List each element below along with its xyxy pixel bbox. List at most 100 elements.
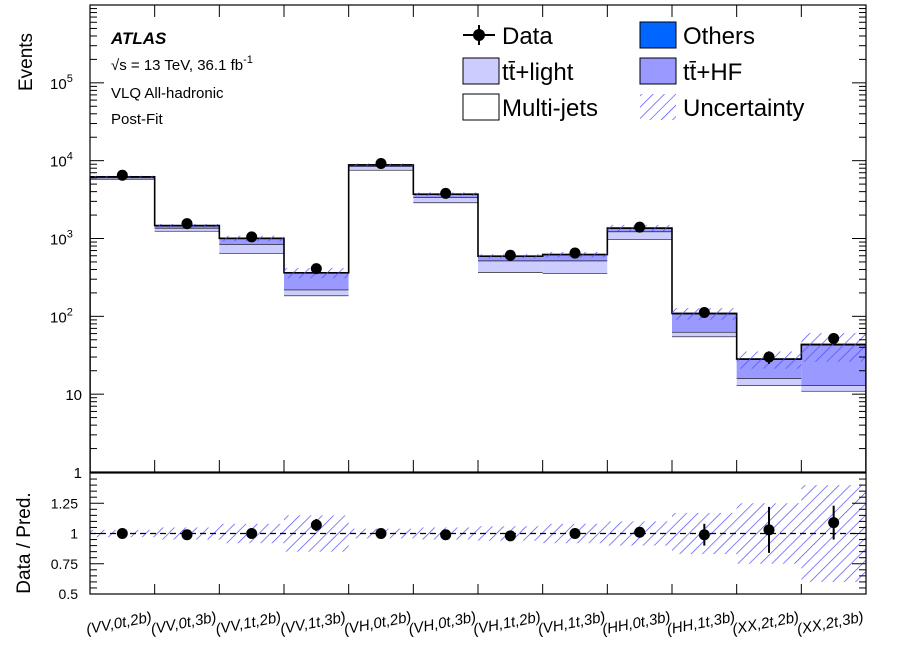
- legend-uncertainty-swatch: [640, 94, 676, 120]
- ratio-data-points: [116, 505, 840, 553]
- ratio-y-tick-label: 1.25: [51, 495, 78, 511]
- data-point-11: [828, 332, 840, 344]
- main-y-tick-label: 10: [65, 387, 82, 404]
- data-point-9: [698, 307, 710, 319]
- atlas-label: ATLAS: [110, 29, 167, 48]
- bar-tt-light-5: [413, 197, 478, 203]
- ratio-y-ticks: 0.5 0.75 1 1.25: [51, 472, 866, 602]
- x-tick-label: (HH,0t,3b): [601, 608, 672, 638]
- ratio-point-2: [246, 528, 258, 539]
- ratio-point-1: [181, 529, 193, 541]
- bar-multi-jets-4: [348, 169, 414, 472]
- main-y-tick-label-base: 10: [50, 309, 67, 326]
- x-tick-label: (VH,0t,3b): [407, 609, 477, 639]
- main-y-tick-label-base: 10: [50, 76, 67, 93]
- atlas-annotation: ATLAS √s = 13 TeV, 36.1 fb-1 VLQ All-had…: [110, 29, 253, 128]
- x-tick-labels: (VV,0t,2b)(VV,0t,3b)(VV,1t,2b)(VV,1t,3b)…: [85, 608, 865, 638]
- data-point-6: [504, 249, 516, 261]
- legend-ttlight-label: tt̄+light: [502, 59, 574, 86]
- ratio-point-8: [634, 526, 646, 538]
- legend-uncertainty-label: Uncertainty: [683, 95, 804, 122]
- data-point-7: [569, 247, 581, 259]
- bar-tt-light-8: [607, 231, 672, 240]
- data-point-0: [116, 169, 128, 181]
- bar-multi-jets-10: [736, 385, 802, 472]
- legend-item-data: Data: [463, 23, 553, 50]
- main-y-tick-label-base: 1: [74, 465, 82, 482]
- energy-sup: -1: [243, 54, 253, 66]
- bar-multi-jets-3: [284, 295, 349, 472]
- main-y-tick-label-base: 10: [50, 232, 67, 249]
- ratio-point-9: [698, 529, 710, 541]
- x-tick-label: (VV,0t,2b): [85, 609, 153, 638]
- main-bars: [90, 164, 866, 472]
- data-point-8: [634, 221, 646, 233]
- x-tick-label: (XX,2t,2b): [731, 609, 801, 639]
- x-tick-label: (VV,1t,3b): [279, 609, 347, 638]
- main-y-tick-label-base: 10: [50, 154, 67, 171]
- bar-tt-light-3: [284, 289, 349, 296]
- main-y-tick-label-base: 10: [65, 387, 82, 404]
- data-point-4: [375, 157, 387, 169]
- bar-multi-jets-11: [801, 390, 866, 472]
- data-point-1: [181, 218, 193, 230]
- analysis-label: VLQ All-hadronic: [111, 85, 224, 102]
- legend-tthf-swatch: [639, 57, 677, 85]
- main-y-tick-label: 103: [50, 229, 73, 249]
- bar-multi-jets-0: [90, 179, 155, 472]
- x-tick-label: (VV,0t,3b): [149, 609, 217, 638]
- energy-text: √s = 13 TeV, 36.1 fb: [111, 57, 243, 74]
- main-y-axis-label: Events: [16, 33, 37, 91]
- legend-item-uncertainty: Uncertainty: [640, 94, 804, 122]
- main-y-tick-label-exp: 2: [67, 306, 73, 318]
- main-y-tick-label: 104: [50, 151, 73, 171]
- ratio-point-10: [763, 524, 775, 536]
- energy-label: √s = 13 TeV, 36.1 fb-1: [111, 54, 253, 74]
- ratio-point-7: [569, 528, 581, 539]
- x-ticks: [89, 5, 867, 594]
- ratio-point-0: [116, 528, 128, 539]
- bar-multi-jets-6: [478, 272, 543, 472]
- legend-ttlight-swatch: [462, 57, 500, 85]
- main-data-points: [116, 157, 840, 364]
- bar-multi-jets-2: [219, 253, 284, 472]
- main-y-tick-label-exp: 3: [67, 229, 73, 241]
- bar-tt-light-10: [736, 378, 802, 386]
- bar-multi-jets-5: [413, 202, 478, 472]
- x-tick-label: (VH,0t,2b): [342, 609, 412, 639]
- legend-tthf-label: tt̄+HF: [683, 59, 742, 86]
- data-point-3: [310, 263, 322, 275]
- data-point-2: [246, 231, 258, 243]
- ratio-point-3: [310, 519, 322, 531]
- bar-tt-light-7: [542, 260, 608, 274]
- ratio-point-6: [504, 530, 516, 542]
- legend-data-marker: [473, 29, 485, 41]
- bar-tt-light-2: [219, 243, 284, 254]
- data-point-5: [440, 187, 452, 199]
- ratio-y-axis-label: Data / Pred.: [14, 492, 35, 593]
- bar-multi-jets-1: [154, 230, 220, 472]
- legend-item-others: Others: [639, 21, 755, 50]
- bar-multi-jets-7: [542, 273, 608, 472]
- legend-item-tthf: tt̄+HF: [639, 57, 742, 86]
- ratio-y-tick-label: 0.5: [59, 586, 79, 602]
- ratio-point-4: [375, 528, 387, 539]
- legend-multijets-label: Multi-jets: [502, 95, 598, 122]
- main-y-tick-label: 105: [50, 73, 73, 93]
- x-tick-label: (VH,1t,2b): [472, 609, 542, 639]
- main-y-tick-label: 1: [74, 465, 82, 482]
- legend-data-label: Data: [502, 23, 553, 50]
- ratio-y-tick-label: 1: [70, 526, 78, 542]
- legend-item-multijets: Multi-jets: [462, 93, 598, 122]
- bar-tt-light-6: [478, 260, 543, 273]
- bar-multi-jets-9: [672, 336, 737, 472]
- main-y-tick-label-exp: 4: [67, 151, 73, 163]
- ratio-point-5: [440, 529, 452, 541]
- main-y-tick-label: 102: [50, 306, 73, 326]
- bar-multi-jets-8: [607, 239, 672, 472]
- main-y-tick-label-exp: 5: [67, 73, 73, 85]
- legend: Data Others tt̄+light tt̄+HF Multi-jets …: [462, 21, 804, 122]
- x-tick-label: (VH,1t,3b): [536, 609, 606, 639]
